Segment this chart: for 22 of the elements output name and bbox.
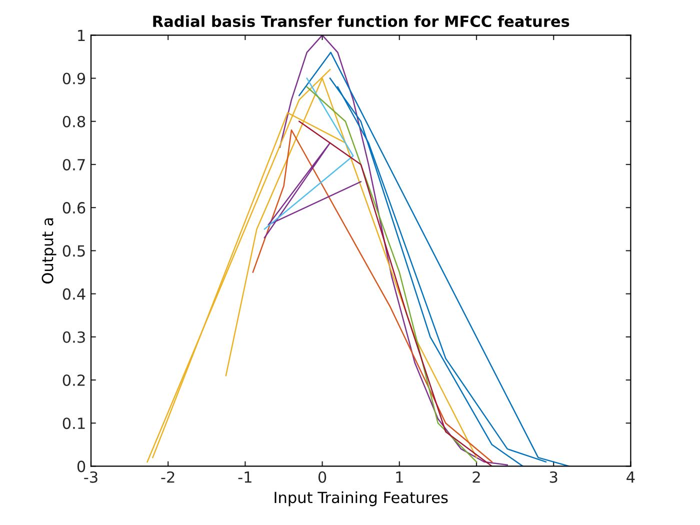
- x-tick-label: 4: [626, 472, 635, 483]
- x-tick-label: 2: [472, 471, 480, 483]
- x-tick-label: 1: [396, 472, 403, 483]
- y-tick-label: 0.7: [62, 158, 85, 171]
- x-tick-label: 0: [318, 471, 326, 483]
- y-tick-label: 0.5: [62, 245, 85, 257]
- x-tick-label: -2: [161, 471, 174, 483]
- y-tick-label: 0.3: [62, 331, 85, 343]
- y-tick-label: 0.1: [62, 418, 85, 430]
- x-tick-label: -3: [84, 471, 98, 483]
- y-tick-label: 0: [77, 460, 86, 472]
- y-tick-label: 1: [78, 30, 85, 41]
- x-axis-title: Input Training Features: [274, 491, 448, 506]
- y-tick-label: 0.6: [62, 202, 86, 214]
- y-tick-label: 0.4: [62, 288, 86, 300]
- y-axis-title: Output a: [42, 218, 56, 284]
- x-tick-label: -1: [238, 472, 252, 483]
- x-tick-label: 3: [550, 471, 558, 483]
- y-tick-label: 0.8: [62, 116, 86, 128]
- y-tick-label: 0.9: [62, 72, 86, 84]
- chart-title: Radial basis Transfer function for MFCC features: [153, 15, 570, 28]
- y-tick-label: 0.2: [62, 374, 85, 386]
